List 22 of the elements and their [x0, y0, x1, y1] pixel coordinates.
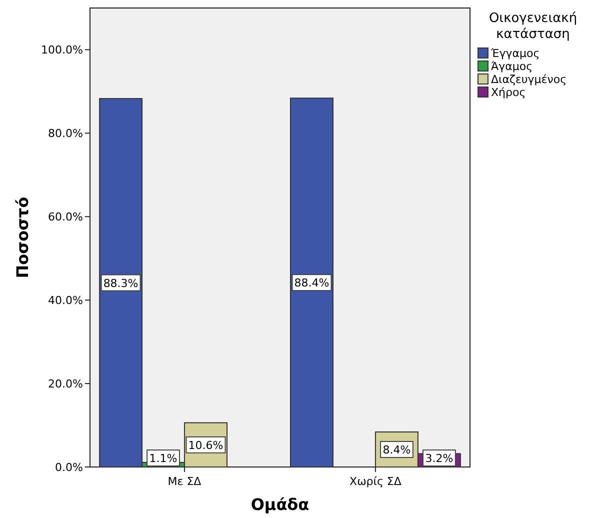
y-tick-label: 0.0% — [55, 461, 83, 474]
data-label: 10.6% — [188, 438, 224, 452]
y-tick-label: 80.0% — [48, 127, 83, 140]
legend-label: Άγαμος — [491, 60, 533, 73]
data-label: 1.1% — [149, 452, 178, 465]
data-label: 8.4% — [382, 443, 411, 456]
data-label: 3.2% — [425, 452, 454, 465]
data-label: 88.4% — [294, 276, 330, 290]
y-tick-label: 60.0% — [48, 210, 83, 224]
y-tick-label: 40.0% — [48, 294, 83, 308]
legend-title: Οικογενειακή κατάσταση — [488, 11, 578, 42]
legend-label: Χήρος — [491, 86, 526, 99]
x-axis-title: Ομάδα — [250, 495, 310, 514]
x-tick-label: Με ΣΔ — [168, 475, 202, 488]
y-tick-label: 20.0% — [48, 378, 83, 391]
y-axis-title: Ποσοστό — [13, 196, 32, 278]
bar — [290, 98, 334, 468]
legend-label: Έγγαμος — [490, 47, 540, 60]
y-tick-label: 100.0% — [41, 44, 83, 57]
x-tick-label: Χωρίς ΣΔ — [350, 475, 402, 488]
legend-label: Διαζευγμένος — [491, 73, 567, 86]
data-label: 88.3% — [103, 276, 138, 290]
